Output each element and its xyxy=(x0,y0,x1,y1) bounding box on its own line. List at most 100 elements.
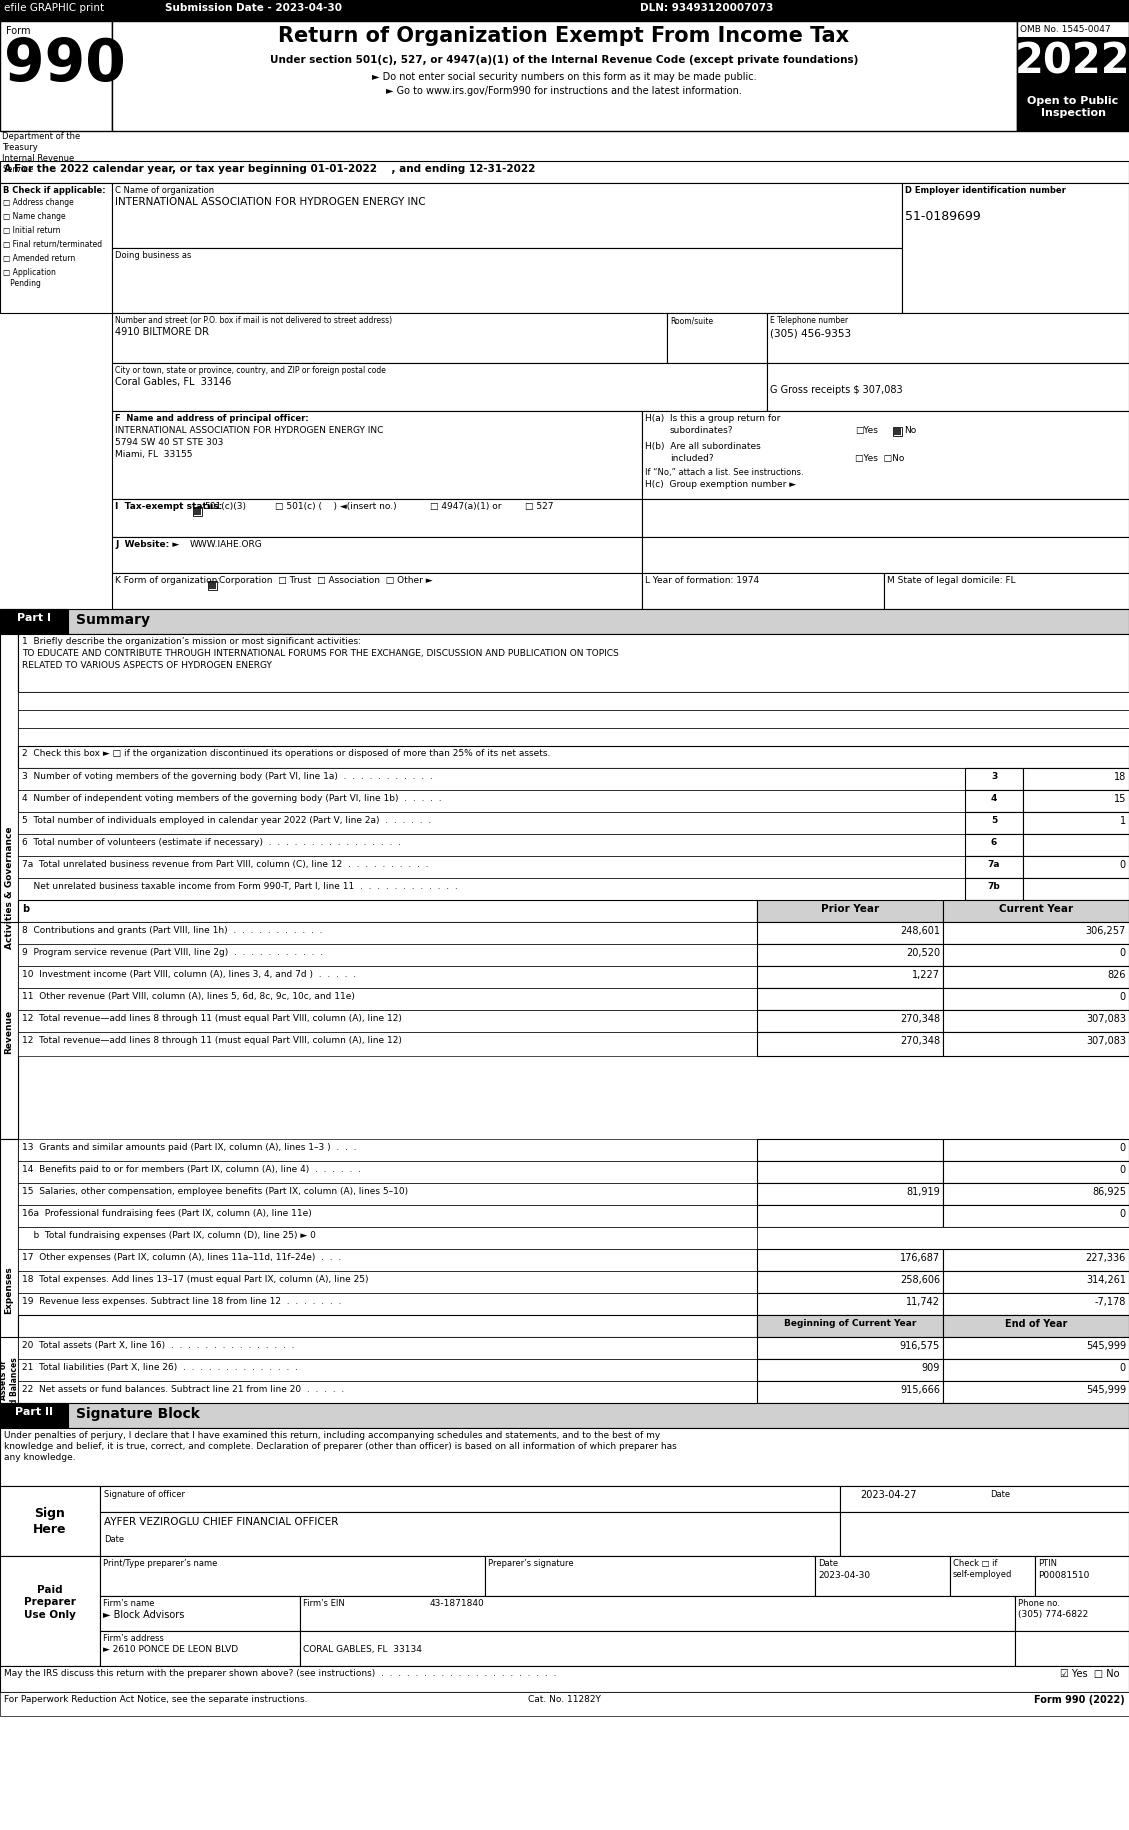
Text: Department of the
Treasury
Internal Revenue
Service: Department of the Treasury Internal Reve… xyxy=(2,132,80,174)
Text: City or town, state or province, country, and ZIP or foreign postal code: City or town, state or province, country… xyxy=(115,366,386,375)
Text: Under section 501(c), 527, or 4947(a)(1) of the Internal Revenue Code (except pr: Under section 501(c), 527, or 4947(a)(1)… xyxy=(270,55,858,64)
Text: Date: Date xyxy=(990,1490,1010,1499)
Text: ☑ Yes  □ No: ☑ Yes □ No xyxy=(1060,1669,1120,1678)
Text: H(a)  Is this a group return for: H(a) Is this a group return for xyxy=(645,414,780,423)
Bar xyxy=(100,1512,840,1556)
Bar xyxy=(18,1250,758,1272)
Bar xyxy=(18,944,758,966)
Text: 176,687: 176,687 xyxy=(900,1252,940,1263)
Bar xyxy=(18,769,965,791)
Text: Doing business as: Doing business as xyxy=(115,251,192,260)
Text: Date: Date xyxy=(104,1534,124,1543)
Text: 545,999: 545,999 xyxy=(1086,1383,1126,1394)
Bar xyxy=(18,1272,758,1294)
Text: 8  Contributions and grants (Part VIII, line 1h)  .  .  .  .  .  .  .  .  .  .  : 8 Contributions and grants (Part VIII, l… xyxy=(21,926,323,935)
Text: 909: 909 xyxy=(921,1362,940,1372)
Bar xyxy=(194,509,201,516)
Bar xyxy=(1023,769,1129,791)
Bar xyxy=(758,1316,943,1338)
Text: 18: 18 xyxy=(1113,772,1126,781)
Text: □ Name change: □ Name change xyxy=(3,212,65,221)
Text: 7b: 7b xyxy=(988,882,1000,891)
Bar xyxy=(943,1382,1129,1404)
Bar xyxy=(112,573,642,609)
Text: If “No,” attach a list. See instructions.: If “No,” attach a list. See instructions… xyxy=(645,468,804,478)
Bar xyxy=(758,1206,943,1228)
Text: 20  Total assets (Part X, line 16)  .  .  .  .  .  .  .  .  .  .  .  .  .  .  .: 20 Total assets (Part X, line 16) . . . … xyxy=(21,1340,295,1349)
Bar xyxy=(18,922,758,944)
Bar xyxy=(18,988,758,1010)
Text: 43-1871840: 43-1871840 xyxy=(430,1598,484,1607)
Bar xyxy=(758,1184,943,1206)
Text: INTERNATIONAL ASSOCIATION FOR HYDROGEN ENERGY INC: INTERNATIONAL ASSOCIATION FOR HYDROGEN E… xyxy=(115,198,426,207)
Text: Net Assets or
Fund Balances: Net Assets or Fund Balances xyxy=(0,1356,19,1420)
Bar xyxy=(18,856,965,878)
Bar xyxy=(0,609,68,635)
Bar xyxy=(758,1382,943,1404)
Bar xyxy=(815,1556,949,1596)
Bar xyxy=(943,988,1129,1010)
Bar xyxy=(0,1486,100,1556)
Text: M State of legal domicile: FL: M State of legal domicile: FL xyxy=(887,576,1016,584)
Text: Phone no.: Phone no. xyxy=(1018,1598,1060,1607)
Text: 307,083: 307,083 xyxy=(1086,1014,1126,1023)
Bar xyxy=(1035,1556,1129,1596)
Text: □ 4947(a)(1) or: □ 4947(a)(1) or xyxy=(430,501,501,511)
Bar xyxy=(485,1556,815,1596)
Bar xyxy=(100,1486,840,1512)
Bar xyxy=(642,412,1129,500)
Text: 11  Other revenue (Part VIII, column (A), lines 5, 6d, 8c, 9c, 10c, and 11e): 11 Other revenue (Part VIII, column (A),… xyxy=(21,992,355,1001)
Text: 0: 0 xyxy=(1120,860,1126,869)
Bar xyxy=(943,900,1129,922)
Bar xyxy=(18,1294,758,1316)
Bar xyxy=(965,878,1023,900)
Text: 0: 0 xyxy=(1120,1142,1126,1153)
Bar xyxy=(1023,856,1129,878)
Text: Check □ if
self-employed: Check □ if self-employed xyxy=(953,1557,1013,1577)
Text: ► 2610 PONCE DE LEON BLVD: ► 2610 PONCE DE LEON BLVD xyxy=(103,1643,238,1652)
Text: 10  Investment income (Part VIII, column (A), lines 3, 4, and 7d )  .  .  .  .  : 10 Investment income (Part VIII, column … xyxy=(21,970,356,979)
Text: Room/suite: Room/suite xyxy=(669,317,714,324)
Text: Miami, FL  33155: Miami, FL 33155 xyxy=(115,450,193,459)
Text: (305) 774-6822: (305) 774-6822 xyxy=(1018,1609,1088,1618)
Bar xyxy=(0,22,112,132)
Bar xyxy=(965,769,1023,791)
Bar xyxy=(758,1228,1129,1250)
Bar xyxy=(0,1693,1129,1717)
Bar xyxy=(767,313,1129,364)
Bar xyxy=(18,1360,758,1382)
Text: 270,348: 270,348 xyxy=(900,1014,940,1023)
Text: b: b xyxy=(21,904,29,913)
Bar xyxy=(18,710,1129,728)
Bar xyxy=(1023,834,1129,856)
Text: Firm’s name: Firm’s name xyxy=(103,1598,155,1607)
Text: b  Total fundraising expenses (Part IX, column (D), line 25) ► 0: b Total fundraising expenses (Part IX, c… xyxy=(21,1230,316,1239)
Bar xyxy=(758,900,943,922)
Text: 0: 0 xyxy=(1120,1208,1126,1219)
Text: 5794 SW 40 ST STE 303: 5794 SW 40 ST STE 303 xyxy=(115,437,224,447)
Bar xyxy=(112,412,642,500)
Bar xyxy=(943,1184,1129,1206)
Bar xyxy=(1023,791,1129,813)
Bar xyxy=(18,1338,758,1360)
Text: Part II: Part II xyxy=(15,1405,53,1416)
Text: Net unrelated business taxable income from Form 990-T, Part I, line 11  .  .  . : Net unrelated business taxable income fr… xyxy=(21,882,457,891)
Bar xyxy=(300,1596,1015,1631)
Text: DLN: 93493120007073: DLN: 93493120007073 xyxy=(640,4,773,13)
Text: 12  Total revenue—add lines 8 through 11 (must equal Part VIII, column (A), line: 12 Total revenue—add lines 8 through 11 … xyxy=(21,1014,402,1023)
Text: Signature of officer: Signature of officer xyxy=(104,1490,185,1499)
Text: 21  Total liabilities (Part X, line 26)  .  .  .  .  .  .  .  .  .  .  .  .  .  : 21 Total liabilities (Part X, line 26) .… xyxy=(21,1362,298,1371)
Bar xyxy=(902,183,1129,313)
Bar xyxy=(18,1162,758,1184)
Text: 307,083: 307,083 xyxy=(1086,1036,1126,1045)
Bar xyxy=(943,1250,1129,1272)
Bar xyxy=(112,364,767,412)
Bar xyxy=(758,1338,943,1360)
Text: Firm’s address: Firm’s address xyxy=(103,1632,164,1642)
Text: -7,178: -7,178 xyxy=(1095,1296,1126,1307)
Bar xyxy=(642,538,1129,573)
Bar xyxy=(965,813,1023,834)
Bar xyxy=(18,635,1129,692)
Text: 15  Salaries, other compensation, employee benefits (Part IX, column (A), lines : 15 Salaries, other compensation, employe… xyxy=(21,1186,408,1195)
Bar xyxy=(0,1140,18,1438)
